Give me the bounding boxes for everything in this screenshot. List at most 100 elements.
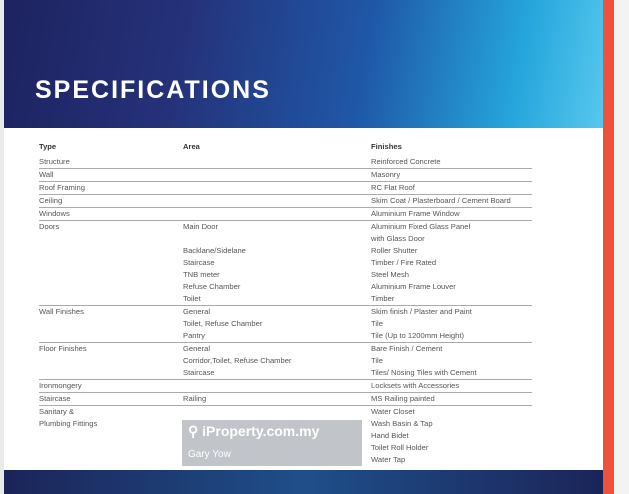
type-cell: Structure [39, 157, 70, 166]
header-finishes: Finishes [371, 142, 402, 151]
finish-cell: Aluminium Fixed Glass Panel [371, 222, 471, 231]
finish-cell: Bare Finish / Cement [371, 344, 443, 353]
table-row: Refuse Chamber Aluminium Frame Louver [39, 281, 532, 293]
finish-cell: Steel Mesh [371, 270, 409, 279]
finish-cell: Masonry [371, 170, 401, 179]
type-cell [39, 245, 183, 257]
table-group: Ironmongery Locksets with Accessories [39, 380, 532, 393]
finish-cell: Water Tap [371, 455, 406, 464]
table-group: Floor Finishes General Bare Finish / Cemen… [39, 343, 532, 380]
area-cell: Toilet [183, 294, 201, 303]
finish-cell: Water Closet [371, 407, 415, 416]
side-margin [614, 0, 629, 494]
type-cell: Ceiling [39, 196, 63, 205]
area-cell: TNB meter [183, 270, 220, 279]
type-cell: Sanitary & [39, 407, 75, 416]
table-group: Sanitary & Water Closet Plumbing Fittings W… [39, 406, 532, 466]
table-row: Pantry Tile (Up to 1200mm Height) [39, 330, 532, 342]
table-row: with Glass Door [39, 233, 532, 245]
table-row: Doors Main Door Aluminium Fixed Glass Pane… [39, 221, 532, 233]
type-cell [39, 293, 183, 305]
table-row: Sanitary & Water Closet [39, 406, 532, 418]
finish-cell: RC Flat Roof [371, 183, 415, 192]
type-cell [39, 442, 183, 454]
footer-band [4, 470, 604, 494]
type-cell [39, 257, 183, 269]
finish-cell: MS Railing painted [371, 394, 435, 403]
finish-cell: Reinforced Concrete [371, 157, 441, 166]
table-row: Wall Finishes General Skim finish / Plaste… [39, 306, 532, 318]
table-row: Staircase Timber / Fire Rated [39, 257, 532, 269]
area-cell: Railing [183, 394, 207, 403]
table-row: Staircase Railing MS Railing painted [39, 393, 532, 405]
area-cell [183, 233, 371, 245]
table-header: Type Area Finishes [39, 140, 532, 156]
area-cell [183, 156, 371, 168]
table-row: Ceiling Skim Coat / Plasterboard / Cement… [39, 195, 532, 207]
location-pin-icon: ⚲ [188, 423, 199, 439]
finish-cell: Wash Basin & Tap [371, 419, 433, 428]
specifications-table: Type Area Finishes Structure Reinforced C… [39, 140, 532, 466]
area-cell [183, 182, 371, 194]
type-cell: Plumbing Fittings [39, 419, 98, 428]
table-row: Ironmongery Locksets with Accessories [39, 380, 532, 392]
type-cell [39, 281, 183, 293]
header-type: Type [39, 142, 57, 151]
type-cell: Floor Finishes [39, 344, 87, 353]
accent-bar [603, 0, 614, 494]
type-cell: Roof Framing [39, 183, 86, 192]
area-cell: Staircase [183, 368, 215, 377]
type-cell [39, 367, 183, 379]
table-row: Wall Masonry [39, 169, 532, 181]
page-title: SPECIFICATIONS [35, 76, 271, 104]
type-cell: Doors [39, 222, 60, 231]
area-cell: General [183, 307, 211, 316]
table-row: Structure Reinforced Concrete [39, 156, 532, 168]
finish-cell: Tile (Up to 1200mm Height) [371, 331, 464, 340]
finish-cell: Aluminium Frame Louver [371, 282, 456, 291]
area-cell: Toilet, Refuse Chamber [183, 319, 263, 328]
table-row: Floor Finishes General Bare Finish / Cemen… [39, 343, 532, 355]
type-cell: Windows [39, 209, 70, 218]
finish-cell: Tile [371, 356, 383, 365]
type-cell [39, 355, 183, 367]
type-cell: Ironmongery [39, 381, 82, 390]
finish-cell: Timber / Fire Rated [371, 258, 437, 267]
table-row: TNB meter Steel Mesh [39, 269, 532, 281]
finish-cell: Locksets with Accessories [371, 381, 460, 390]
table-group: Staircase Railing MS Railing painted [39, 393, 532, 406]
table-group: Windows Aluminium Frame Window [39, 208, 532, 221]
finish-cell: Skim Coat / Plasterboard / Cement Board [371, 196, 511, 205]
area-cell [183, 208, 371, 220]
table-row: Backlane/Sidelane Roller Shutter [39, 245, 532, 257]
area-cell [183, 169, 371, 181]
area-cell: Staircase [183, 258, 215, 267]
table-row: Hand Bidet [39, 430, 532, 442]
table-row: Toilet Roll Holder [39, 442, 532, 454]
table-row: Water Tap [39, 454, 532, 466]
table-row: Toilet Timber [39, 293, 532, 305]
area-cell: Refuse Chamber [183, 282, 241, 291]
specifications-page: SPECIFICATIONS Type Area Finishes Struct… [4, 0, 604, 494]
table-group: Ceiling Skim Coat / Plasterboard / Cement… [39, 195, 532, 208]
table-row: Windows Aluminium Frame Window [39, 208, 532, 220]
watermark-site: iProperty.com.my [202, 423, 320, 439]
table-row: Toilet, Refuse Chamber Tile [39, 318, 532, 330]
table-group: Doors Main Door Aluminium Fixed Glass Pane… [39, 221, 532, 306]
finish-cell: with Glass Door [371, 234, 425, 243]
table-row: Staircase Tiles/ Nosing Tiles with Cement [39, 367, 532, 379]
table-row: Corridor,Toilet, Refuse Chamber Tile [39, 355, 532, 367]
watermark: ⚲ iProperty.com.my Gary Yow [182, 420, 362, 466]
area-cell: Backlane/Sidelane [183, 246, 246, 255]
table-group: Roof Framing RC Flat Roof [39, 182, 532, 195]
type-cell [39, 318, 183, 330]
type-cell [39, 330, 183, 342]
header-area: Area [183, 142, 200, 151]
type-cell [39, 430, 183, 442]
area-cell: General [183, 344, 211, 353]
finish-cell: Skim finish / Plaster and Paint [371, 307, 472, 316]
finish-cell: Roller Shutter [371, 246, 418, 255]
type-cell [39, 233, 183, 245]
area-cell: Pantry [183, 331, 205, 340]
area-cell: Corridor,Toilet, Refuse Chamber [183, 356, 292, 365]
